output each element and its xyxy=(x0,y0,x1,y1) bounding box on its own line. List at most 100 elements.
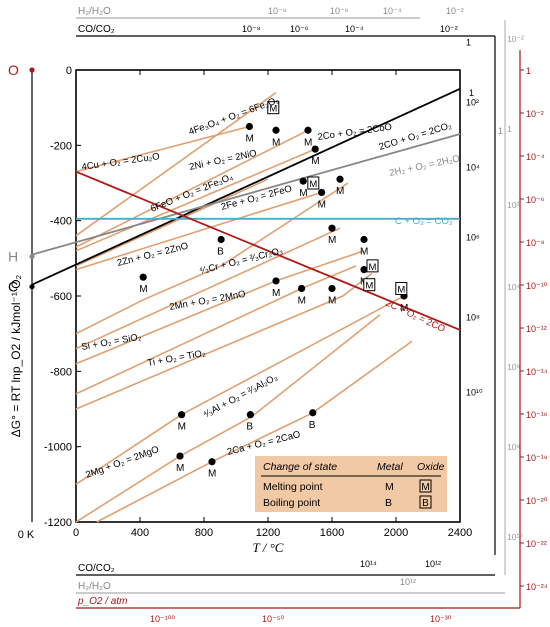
series-line xyxy=(75,182,349,335)
x-tick-label: 1600 xyxy=(320,527,344,539)
series-line xyxy=(75,178,269,267)
x-tick-label: 2000 xyxy=(384,527,408,539)
top-co-tick: 10⁻⁶ xyxy=(290,24,309,34)
phase-point-label: M xyxy=(360,247,368,258)
top-h2-scale-label: H₂/H₂O xyxy=(78,6,111,17)
right-po2-tick: 1 xyxy=(526,66,531,76)
series-line xyxy=(75,314,381,523)
phase-point-label: M xyxy=(336,186,344,197)
phase-point xyxy=(304,126,312,134)
legend: Change of state Metal Oxide Melting point M M… xyxy=(255,456,447,512)
right-co-tick: 10¹⁰ xyxy=(466,387,483,397)
right-h2-tick: 10⁻² xyxy=(507,34,524,44)
nomographic-scales: H₂/H₂O 10⁻⁸ 10⁻⁶ 10⁻⁴ 10⁻²CO/CO₂ 10⁻⁸ 10⁻⁶ 10⁻⁴… xyxy=(76,6,548,624)
series-line xyxy=(75,272,373,410)
right-h2-tick: 10⁶ xyxy=(507,362,520,372)
bottom-h2-scale-label: H₂/H₂O xyxy=(78,581,111,592)
phase-point xyxy=(299,177,307,185)
phase-point xyxy=(272,126,280,134)
phase-point xyxy=(328,224,336,232)
y-tick-label: -1200 xyxy=(44,517,72,529)
oxide-point-label: M xyxy=(269,104,277,115)
bottom-co-scale-label: CO/CO₂ xyxy=(78,563,115,574)
x-tick-label: 1200 xyxy=(256,527,280,539)
phase-point xyxy=(272,277,280,285)
series-label: 2Ca + O₂ = 2CaO xyxy=(226,429,301,458)
plot-frame: 0 400 800 1200 1600 2000 2400 0 -200 -400 -600 -800… xyxy=(8,62,472,555)
series-label: C + O₂ = CO₂ xyxy=(395,216,453,227)
right-po2-tick: 10⁻⁶ xyxy=(526,195,545,205)
phase-point-label: M xyxy=(298,295,306,306)
phase-point-label: M xyxy=(299,188,307,199)
phase-point-label: B xyxy=(217,247,224,258)
phase-point-label: M xyxy=(176,463,184,474)
phase-point xyxy=(217,235,225,244)
legend-oxide-symbol: M xyxy=(421,482,429,493)
right-h2-tick: 10⁸ xyxy=(507,442,520,452)
phase-point xyxy=(309,409,317,417)
right-h2-tick: 10¹⁰ xyxy=(507,532,523,542)
legend-row-label: Boiling point xyxy=(263,497,320,509)
pivot-point-h xyxy=(29,253,35,260)
y-tick-label: -400 xyxy=(50,216,72,228)
series-line xyxy=(75,170,461,331)
phase-point-label: M xyxy=(318,199,326,210)
oxide-point-label: M xyxy=(397,284,405,295)
pivot-point-o xyxy=(29,67,35,73)
top-h2-tick: 10⁻⁴ xyxy=(383,6,402,16)
top-h2-tick: 10⁻⁶ xyxy=(330,6,349,16)
legend-row-label: Melting point xyxy=(263,481,323,493)
top-co-tick: 10⁻⁸ xyxy=(242,24,261,34)
legend-header: Metal xyxy=(377,461,403,473)
phase-point xyxy=(298,284,306,293)
legend-metal-symbol: B xyxy=(385,497,392,509)
absolute-zero-label: 0 K xyxy=(18,529,35,541)
right-po2-tick: 10⁻²² xyxy=(526,539,547,549)
oxide-point-box xyxy=(366,259,379,273)
series-label: 2Ni + O₂ = 2NiO xyxy=(188,148,257,173)
series-line xyxy=(31,87,461,286)
x-tick-label: 800 xyxy=(195,527,213,539)
phase-point-label: M xyxy=(328,295,336,306)
right-co-tick: 1 xyxy=(466,37,471,47)
oxide-point-label: M xyxy=(369,262,377,273)
series-line xyxy=(75,191,322,271)
bottom-po2-tick: 10⁻¹⁰⁰ xyxy=(150,614,175,624)
series-line xyxy=(75,91,277,237)
y-tick-label: -800 xyxy=(50,366,72,378)
phase-point xyxy=(139,273,147,281)
phase-point xyxy=(360,235,368,244)
right-po2-tick: 10⁻²⁰ xyxy=(526,496,548,506)
series-label: 2H₂ + O₂ = 2H₂O xyxy=(388,153,461,179)
phase-point-label: M xyxy=(272,137,280,148)
oxide-point-label: M xyxy=(309,179,317,190)
phase-point xyxy=(318,188,326,197)
series-line xyxy=(31,133,461,256)
phase-point-label: B xyxy=(309,420,316,431)
bottom-po2-tick: 10⁻³⁰ xyxy=(430,614,452,624)
phase-point xyxy=(178,411,186,419)
bottom-co-tick: 10¹⁴ xyxy=(360,559,377,569)
series-line xyxy=(75,129,309,248)
bottom-co-tick: 10¹² xyxy=(425,559,441,569)
right-co-tick: 10² xyxy=(466,97,479,107)
series-label: 4Cu + O₂ = 2Cu₂O xyxy=(81,151,160,173)
top-co-scale-label: CO/CO₂ xyxy=(78,24,115,35)
phase-point xyxy=(328,284,336,293)
phase-point-label: M xyxy=(208,469,216,480)
right-h2-tick: 10⁴ xyxy=(507,282,520,292)
legend-header: Change of state xyxy=(263,461,337,473)
phase-point-label: M xyxy=(178,422,186,433)
phase-point-label: M xyxy=(400,303,408,314)
x-tick-label: 0 xyxy=(73,527,79,539)
right-inner-co-unity: 1 xyxy=(469,88,474,98)
y-axis-label: ΔG° = RT lnp_O2 / kJmol⁻¹ O₂ xyxy=(9,274,23,437)
oxide-point-box xyxy=(363,278,376,292)
phase-point xyxy=(176,452,184,460)
x-axis-label: T / °C xyxy=(253,540,284,555)
oxide-point-label: M xyxy=(365,281,373,292)
top-co-tick: 10⁻² xyxy=(440,24,458,34)
right-po2-tick: 10⁻⁴ xyxy=(526,152,545,162)
series-line xyxy=(96,340,413,523)
